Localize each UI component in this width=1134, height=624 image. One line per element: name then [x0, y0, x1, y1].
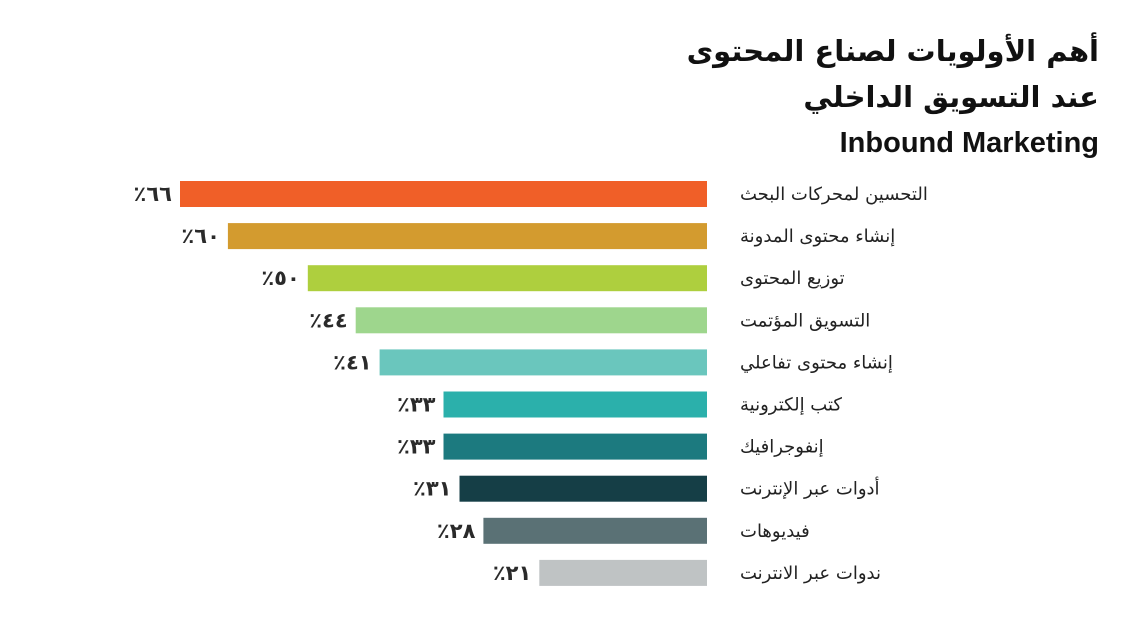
bar-7 [443, 433, 707, 460]
bar-8 [459, 475, 707, 502]
category-label-6: كتب إلكترونية [740, 395, 842, 416]
chart-title: أهم الأولويات لصناع المحتوى عند التسويق … [687, 28, 1099, 166]
bar-4 [355, 307, 707, 334]
value-label-3: ٪٥٠ [261, 266, 299, 290]
value-label-2: ٪٦٠ [181, 224, 219, 248]
bar-3 [307, 265, 707, 292]
bar-1 [180, 181, 707, 207]
bar-10 [539, 559, 707, 586]
category-label-5: إنشاء محتوى تفاعلي [740, 352, 893, 373]
value-label-8: ٪٣١ [413, 477, 451, 501]
category-label-10: ندوات عبر الانترنت [740, 563, 881, 584]
category-label-3: توزيع المحتوى [740, 268, 845, 289]
value-label-10: ٪٢١ [493, 561, 531, 585]
chart-title-line-1: أهم الأولويات لصناع المحتوى [686, 34, 1099, 68]
value-label-1: ٪٦٦ [134, 182, 173, 206]
value-label-5: ٪٤١ [333, 350, 371, 374]
bar-9 [483, 517, 707, 544]
chart-title-line-2: عند التسويق الداخلي [803, 80, 1099, 114]
bar-6 [443, 391, 707, 418]
category-label-9: فيديوهات [740, 521, 810, 542]
category-label-2: إنشاء محتوى المدونة [740, 226, 895, 247]
bar-2 [227, 223, 707, 250]
bar-5 [379, 349, 707, 376]
value-label-9: ٪٢٨ [437, 519, 476, 543]
category-label-1: التحسين لمحركات البحث [740, 184, 928, 205]
category-label-7: إنفوجرافيك [740, 437, 824, 458]
chart-title-line-3: Inbound Marketing [839, 127, 1099, 159]
value-label-4: ٪٤٤ [309, 308, 347, 332]
value-label-7: ٪٣٣ [397, 435, 436, 459]
category-label-4: التسويق المؤتمت [740, 310, 870, 331]
category-label-8: أدوات عبر الإنترنت [740, 477, 880, 500]
value-label-6: ٪٣٣ [397, 393, 436, 417]
